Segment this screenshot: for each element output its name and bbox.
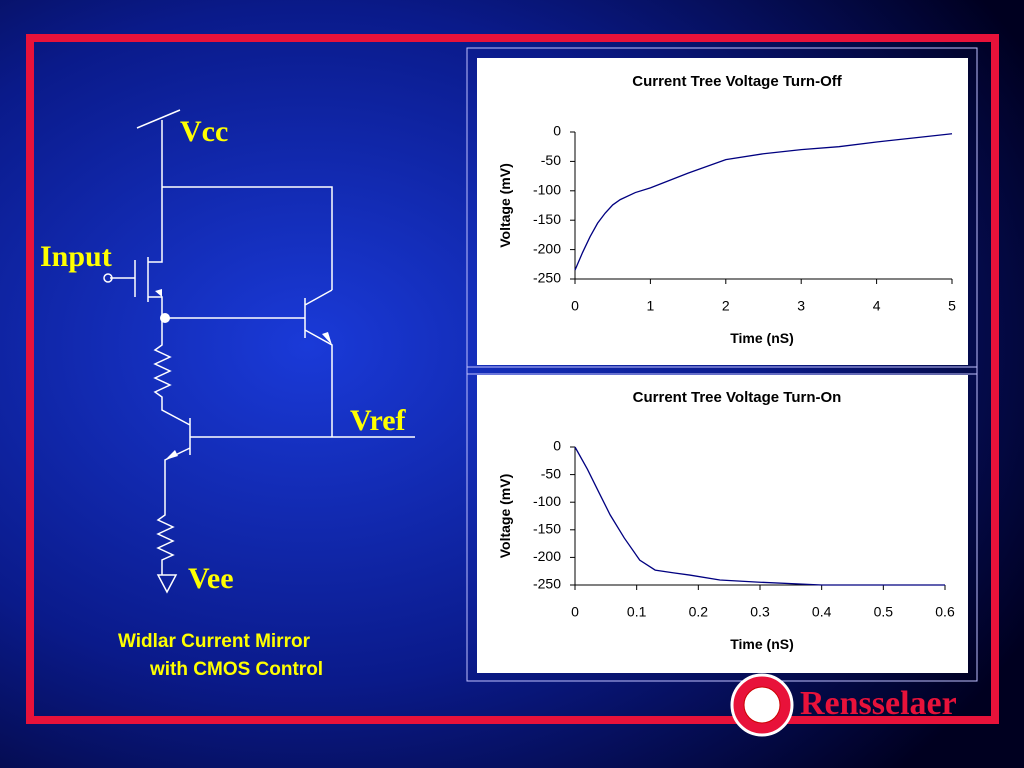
x-tick-label: 0 (571, 604, 579, 620)
chart-title: Current Tree Voltage Turn-Off (632, 73, 842, 90)
x-tick-label: 5 (948, 298, 956, 314)
caption-line: Widlar Current Mirror (118, 631, 311, 652)
y-tick-label: -50 (541, 465, 561, 481)
x-tick-label: 2 (722, 298, 730, 314)
data-line (574, 133, 953, 271)
x-tick-label: 0.1 (627, 604, 647, 620)
y-tick-label: -150 (533, 521, 561, 537)
x-axis-label: Time (nS) (730, 636, 794, 652)
x-axis-label: Time (nS) (730, 330, 794, 346)
chart-panel (477, 58, 968, 365)
x-tick-label: 0.6 (935, 604, 955, 620)
x-tick-label: 0.5 (874, 604, 894, 620)
y-tick-label: -100 (533, 182, 561, 198)
chart-title: Current Tree Voltage Turn-On (633, 389, 842, 406)
x-tick-label: 1 (647, 298, 655, 314)
vee-label: Vee (188, 562, 234, 595)
input-label: Input (40, 240, 112, 273)
y-tick-label: -200 (533, 240, 561, 256)
vcc-label: Vcc (180, 115, 228, 148)
x-tick-label: 0.3 (750, 604, 770, 620)
caption-line: with CMOS Control (149, 659, 323, 680)
logo-seal-inner (743, 686, 781, 724)
x-tick-label: 0.4 (812, 604, 832, 620)
x-tick-label: 0 (571, 298, 579, 314)
red-frame (26, 34, 999, 724)
chart-panel (477, 375, 968, 673)
circuit (103, 109, 415, 594)
panel-frame (466, 47, 978, 375)
panel-frame (466, 366, 978, 682)
vref-label: Vref (350, 404, 407, 437)
logo-text: Rensselaer (800, 685, 957, 722)
y-tick-label: 0 (553, 123, 561, 139)
y-tick-label: -50 (541, 152, 561, 168)
x-tick-label: 3 (797, 298, 805, 314)
y-tick-label: -100 (533, 493, 561, 509)
y-axis-label: Voltage (mV) (497, 163, 513, 248)
y-tick-label: -150 (533, 211, 561, 227)
y-tick-label: -250 (533, 270, 561, 286)
y-tick-label: -250 (533, 576, 561, 592)
x-tick-label: 0.2 (689, 604, 709, 620)
y-axis-label: Voltage (mV) (497, 474, 513, 559)
y-tick-label: -200 (533, 548, 561, 564)
y-tick-label: 0 (553, 438, 561, 454)
x-tick-label: 4 (873, 298, 881, 314)
data-line (574, 446, 945, 586)
